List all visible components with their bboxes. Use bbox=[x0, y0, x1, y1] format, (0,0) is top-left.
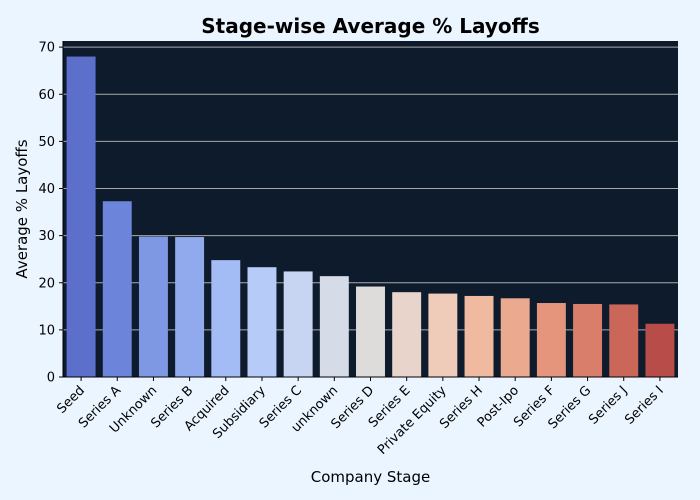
y-tick-label: 60 bbox=[38, 88, 55, 103]
y-tick-label: 10 bbox=[38, 323, 55, 338]
bar bbox=[536, 303, 566, 377]
bar bbox=[428, 293, 458, 377]
bar bbox=[66, 56, 96, 377]
chart-title: Stage-wise Average % Layoffs bbox=[201, 14, 540, 38]
y-tick-label: 50 bbox=[38, 135, 55, 150]
bar bbox=[356, 286, 385, 377]
bar bbox=[609, 304, 639, 377]
bar bbox=[175, 237, 205, 377]
bar bbox=[247, 267, 277, 377]
bar bbox=[392, 292, 422, 377]
bar bbox=[464, 295, 494, 377]
bar bbox=[102, 201, 132, 377]
bar bbox=[573, 303, 603, 377]
bar bbox=[211, 260, 241, 377]
x-tick-label: Seed bbox=[54, 383, 88, 417]
x-tick-label: Series I bbox=[622, 383, 667, 428]
y-tick-label: 70 bbox=[38, 41, 55, 56]
y-axis-label: Average % Layoffs bbox=[13, 139, 31, 278]
bar bbox=[500, 298, 530, 377]
bars bbox=[66, 56, 675, 377]
bar bbox=[645, 323, 675, 377]
bar bbox=[138, 236, 168, 377]
y-tick-label: 20 bbox=[38, 276, 55, 291]
y-tick-label: 40 bbox=[38, 182, 55, 197]
y-tick-label: 0 bbox=[47, 371, 55, 386]
x-tick-label: Series J bbox=[586, 383, 631, 428]
bar bbox=[283, 271, 313, 377]
y-tick-label: 30 bbox=[38, 229, 55, 244]
x-axis-label: Company Stage bbox=[311, 468, 430, 486]
bar bbox=[319, 276, 349, 377]
